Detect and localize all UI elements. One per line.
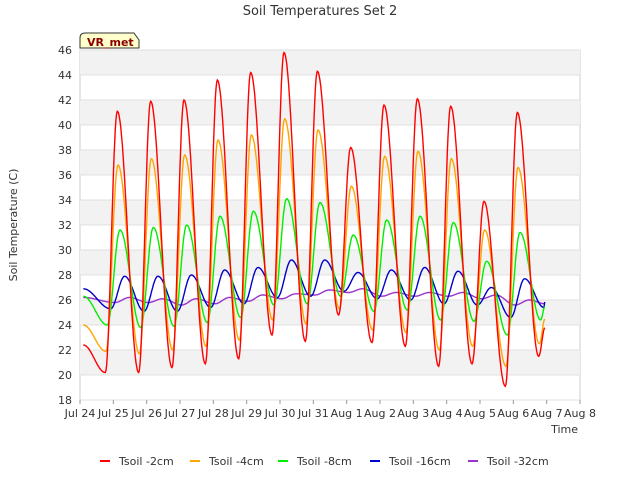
x-tick-label: Jul 31 <box>297 407 329 420</box>
series-line <box>83 51 546 388</box>
y-tick-label: 38 <box>58 144 72 157</box>
series-line <box>83 288 545 306</box>
series-line <box>83 117 546 368</box>
y-tick-label: 42 <box>58 94 72 107</box>
y-tick-label: 30 <box>58 244 72 257</box>
y-tick-label: 28 <box>58 269 72 282</box>
legend-item: Tsoil -8cm <box>278 455 352 468</box>
y-tick-label: 46 <box>58 44 72 57</box>
legend: Tsoil -2cm Tsoil -4cm Tsoil -8cm Tsoil -16c… <box>100 455 549 468</box>
grid-band <box>80 100 580 125</box>
legend-item: Tsoil -32cm <box>468 455 549 468</box>
x-tick-label: Aug 6 <box>497 407 529 420</box>
legend-item: Tsoil -4cm <box>190 455 264 468</box>
y-tick-label: 20 <box>58 369 72 382</box>
x-tick-label: Aug 1 <box>331 407 363 420</box>
legend-label: Tsoil -2cm <box>118 455 174 468</box>
x-tick-label: Jul 29 <box>230 407 262 420</box>
vr-met-badge: VR_met <box>79 32 140 49</box>
legend-label: Tsoil -8cm <box>296 455 352 468</box>
x-axis-label: Time <box>550 423 578 436</box>
y-tick-label: 24 <box>58 319 72 332</box>
y-tick-label: 26 <box>58 294 72 307</box>
grid-band <box>80 50 580 75</box>
y-tick-label: 18 <box>58 394 72 407</box>
x-tick-label: Aug 3 <box>397 407 429 420</box>
y-tick-label: 32 <box>58 219 72 232</box>
x-tick-label: Jul 28 <box>197 407 229 420</box>
legend-item: Tsoil -16cm <box>370 455 451 468</box>
x-tick-label: Aug 8 <box>564 407 596 420</box>
x-tick-label: Aug 7 <box>531 407 563 420</box>
series-line <box>83 197 546 336</box>
badge-label: VR_met <box>87 36 134 49</box>
y-tick-label: 40 <box>58 119 72 132</box>
x-axis-ticks: Jul 24 Jul 25 Jul 26 Jul 27 Jul 28 Jul 29 Jul … <box>64 400 596 420</box>
x-tick-label: Aug 2 <box>364 407 396 420</box>
y-tick-label: 44 <box>58 69 72 82</box>
legend-label: Tsoil -32cm <box>486 455 549 468</box>
legend-label: Tsoil -4cm <box>208 455 264 468</box>
x-tick-label: Jul 24 <box>64 407 96 420</box>
series-lines <box>83 51 546 388</box>
grid-band <box>80 250 580 275</box>
grid-band <box>80 150 580 175</box>
x-tick-label: Jul 26 <box>130 407 162 420</box>
x-tick-label: Aug 4 <box>431 407 463 420</box>
legend-label: Tsoil -16cm <box>388 455 451 468</box>
y-tick-label: 36 <box>58 169 72 182</box>
y-tick-label: 34 <box>58 194 72 207</box>
x-tick-label: Jul 25 <box>97 407 129 420</box>
series-line <box>83 259 546 319</box>
y-tick-label: 22 <box>58 344 72 357</box>
x-tick-label: Jul 27 <box>164 407 196 420</box>
x-tick-label: Aug 5 <box>464 407 496 420</box>
grid-band <box>80 350 580 375</box>
y-axis-ticks: 18 20 22 24 26 28 30 32 34 36 38 40 42 44 46 <box>58 44 72 407</box>
y-axis-label: Soil Temperature (C) <box>7 169 20 282</box>
chart-title: Soil Temperatures Set 2 <box>243 4 398 19</box>
legend-item: Tsoil -2cm <box>100 455 174 468</box>
x-tick-label: Jul 30 <box>264 407 296 420</box>
